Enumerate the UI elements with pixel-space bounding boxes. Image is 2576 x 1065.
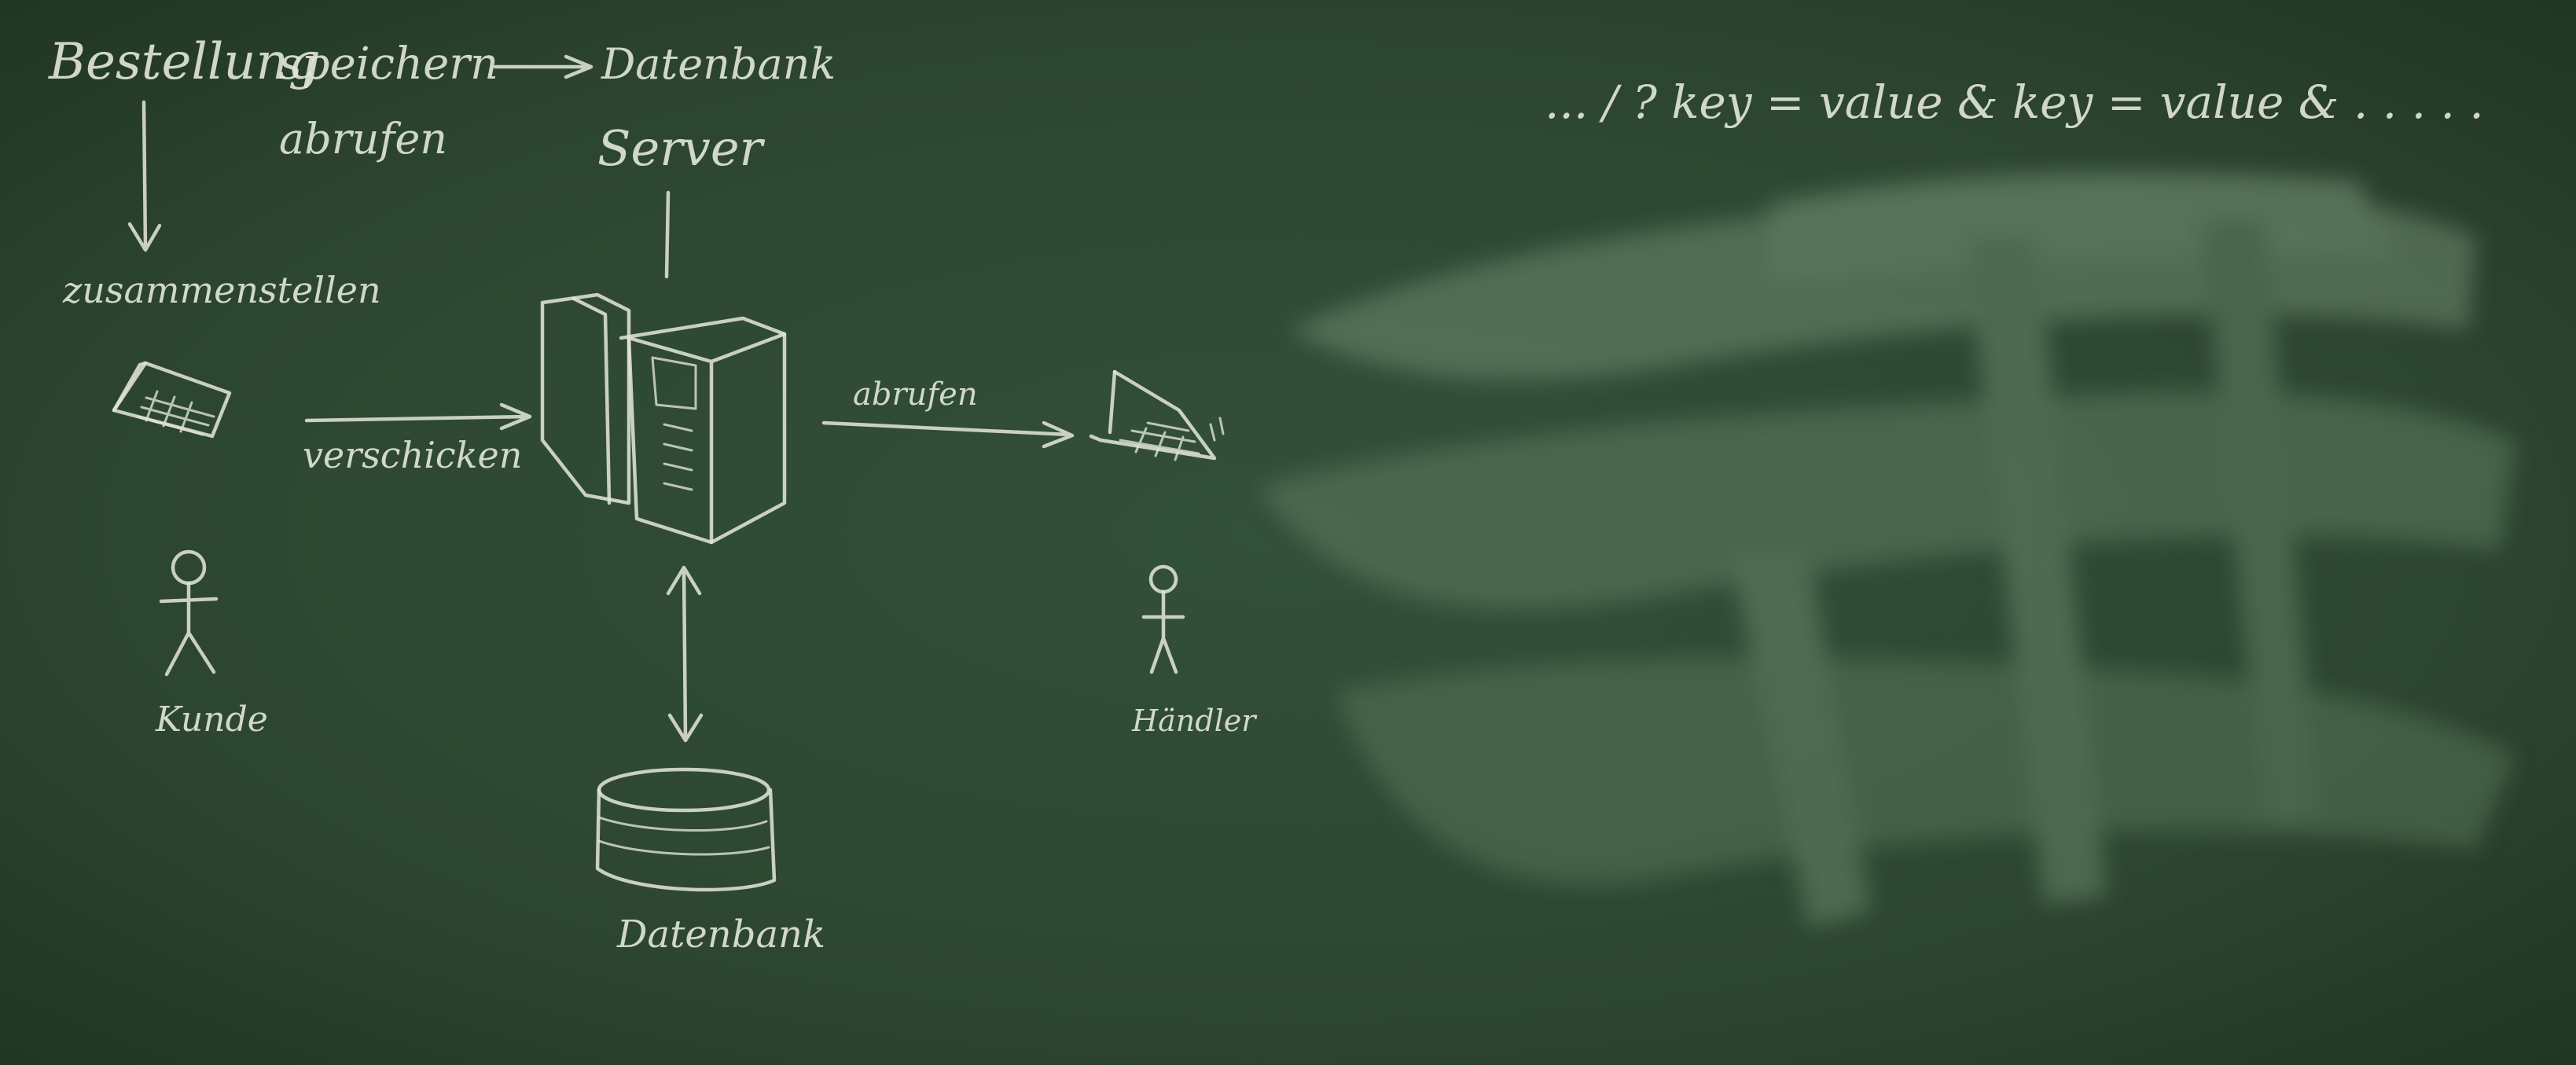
arrow-bestellung-down — [127, 100, 162, 252]
label-datenbank-top: Datenbank — [601, 39, 836, 89]
laptop-haendler — [1089, 369, 1225, 461]
label-speichern: speichern — [279, 39, 498, 90]
label-zusammenstellen: zusammenstellen — [62, 269, 381, 311]
arrow-server-database — [666, 565, 704, 743]
label-query-string: ... / ? key = value & key = value & . . … — [1545, 75, 2484, 129]
laptop-kunde — [112, 361, 232, 439]
label-bestellung: Bestellung — [48, 33, 321, 91]
database-icon — [595, 767, 777, 892]
label-abrufen-arrow: abrufen — [853, 376, 978, 413]
label-server: Server — [597, 119, 766, 177]
label-haendler: Händler — [1131, 703, 1258, 738]
label-datenbank-bottom: Datenbank — [616, 913, 825, 957]
arrow-verschicken — [304, 402, 532, 431]
label-verschicken: verschicken — [303, 434, 522, 476]
server-icon — [540, 292, 787, 545]
label-kunde: Kunde — [155, 700, 268, 740]
arrow-speichern-datenbank — [493, 54, 593, 79]
stick-figure-kunde — [159, 549, 219, 677]
erased-smudge — [1258, 173, 2515, 927]
stick-figure-haendler — [1141, 564, 1185, 674]
label-abrufen: abrufen — [279, 114, 447, 163]
arrow-abrufen — [821, 420, 1075, 449]
server-label-line — [664, 190, 671, 279]
